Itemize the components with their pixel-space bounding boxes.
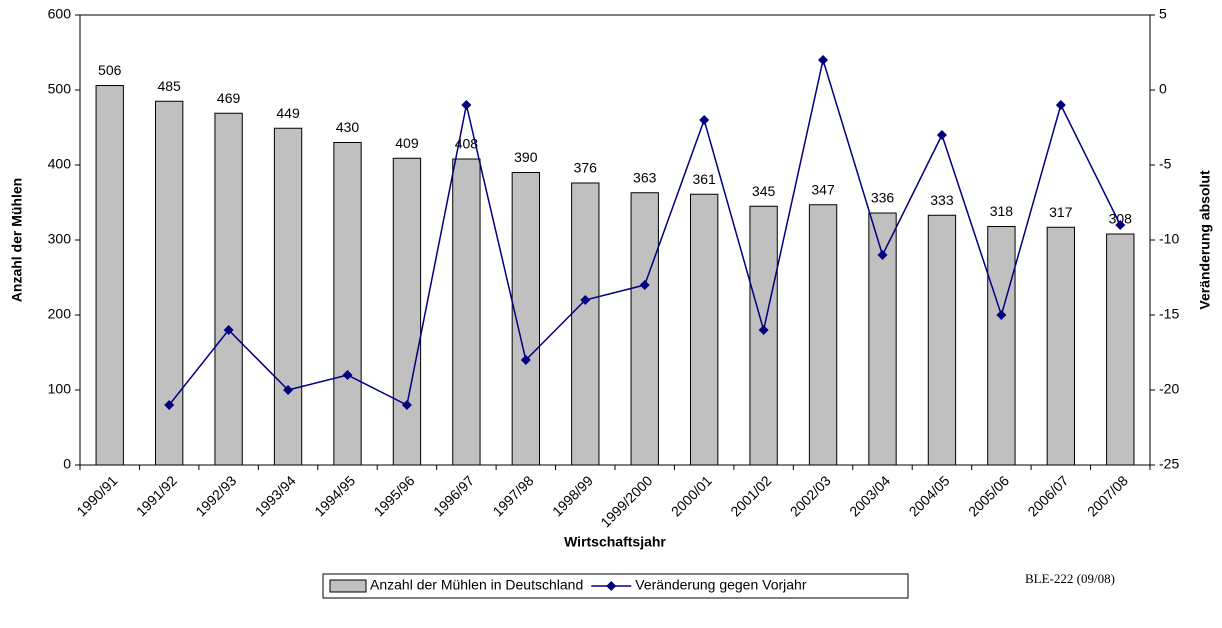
y-tick-label: 400 bbox=[48, 156, 72, 172]
x-tick-label: 1998/99 bbox=[549, 472, 596, 519]
y-tick-label: 0 bbox=[63, 456, 71, 472]
bar-value-label: 390 bbox=[514, 149, 538, 165]
bar bbox=[749, 205, 778, 466]
y-tick-label: 200 bbox=[48, 306, 72, 322]
bar-value-label: 363 bbox=[633, 169, 657, 185]
x-tick-label: 1992/93 bbox=[192, 472, 239, 519]
y-tick-label: 100 bbox=[48, 381, 72, 397]
bar bbox=[333, 142, 362, 466]
x-tick-label: 2002/03 bbox=[787, 472, 834, 519]
x-tick-label: 2000/01 bbox=[668, 472, 715, 519]
legend-swatch bbox=[329, 579, 367, 593]
x-tick-label: 1990/91 bbox=[73, 472, 120, 519]
x-tick-label: 2007/08 bbox=[1084, 472, 1131, 519]
line-marker bbox=[401, 400, 412, 410]
line-marker bbox=[283, 385, 294, 395]
bar-value-label: 485 bbox=[157, 78, 181, 94]
line-marker bbox=[164, 400, 175, 410]
y2-tick-label: -15 bbox=[1159, 306, 1179, 322]
x-tick-label: 1996/97 bbox=[430, 472, 477, 519]
line-marker bbox=[520, 355, 531, 365]
bar bbox=[154, 100, 184, 466]
bar bbox=[571, 182, 600, 466]
bar bbox=[987, 226, 1016, 466]
x-tick-label: 1999/2000 bbox=[597, 472, 655, 530]
x-tick-label: 2006/07 bbox=[1024, 472, 1071, 519]
x-tick-label: 1995/96 bbox=[371, 472, 418, 519]
line-marker bbox=[1055, 100, 1066, 110]
note: BLE-222 (09/08) bbox=[1025, 571, 1115, 586]
y-axis-title: Anzahl der Mühlen bbox=[9, 178, 25, 302]
bar bbox=[689, 193, 719, 466]
bar bbox=[630, 192, 659, 466]
bar bbox=[95, 85, 124, 466]
y2-axis-title: Veränderung absolut bbox=[1197, 170, 1213, 310]
y2-tick-label: 0 bbox=[1159, 81, 1167, 97]
line-marker bbox=[877, 250, 888, 260]
bar-value-label: 376 bbox=[574, 160, 598, 176]
bar-value-label: 336 bbox=[871, 190, 895, 206]
line-marker bbox=[818, 55, 829, 65]
bar bbox=[214, 112, 243, 466]
line-marker bbox=[223, 325, 234, 335]
legend-label: Veränderung gegen Vorjahr bbox=[635, 577, 807, 593]
line-marker bbox=[639, 280, 650, 290]
line-marker bbox=[461, 100, 472, 110]
line-marker bbox=[699, 115, 710, 125]
line-marker bbox=[1115, 220, 1126, 230]
x-tick-label: 2005/06 bbox=[965, 472, 1012, 519]
line-marker bbox=[580, 295, 591, 305]
bar-value-label: 506 bbox=[98, 62, 122, 78]
bar-value-label: 333 bbox=[930, 192, 954, 208]
x-tick-label: 2001/02 bbox=[727, 472, 774, 519]
legend-box bbox=[322, 573, 909, 599]
y2-tick-label: 5 bbox=[1159, 6, 1167, 22]
y2-tick-label: -20 bbox=[1159, 381, 1179, 397]
bar-value-label: 409 bbox=[395, 135, 419, 151]
legend-label: Anzahl der Mühlen in Deutschland bbox=[370, 577, 583, 593]
y-tick-label: 500 bbox=[48, 81, 72, 97]
bar-value-label: 408 bbox=[455, 136, 479, 152]
bar-value-label: 347 bbox=[811, 181, 835, 197]
bar-value-label: 318 bbox=[990, 203, 1014, 219]
y-tick-label: 600 bbox=[48, 6, 72, 22]
bar-value-label: 449 bbox=[276, 105, 300, 121]
y2-tick-label: -5 bbox=[1159, 156, 1172, 172]
x-tick-label: 1994/95 bbox=[311, 472, 358, 519]
x-axis-title: Wirtschaftsjahr bbox=[564, 534, 666, 550]
x-tick-label: 1991/92 bbox=[133, 472, 180, 519]
bar bbox=[273, 127, 303, 466]
y2-tick-label: -10 bbox=[1159, 231, 1179, 247]
legend-marker bbox=[606, 581, 617, 591]
bar bbox=[1106, 233, 1135, 466]
x-tick-label: 1997/98 bbox=[489, 472, 536, 519]
y2-tick-label: -25 bbox=[1159, 456, 1179, 472]
x-tick-label: 2004/05 bbox=[906, 472, 953, 519]
bar-value-label: 317 bbox=[1049, 204, 1073, 220]
line-marker bbox=[342, 370, 353, 380]
y-tick-label: 300 bbox=[48, 231, 72, 247]
bar-value-label: 361 bbox=[692, 171, 716, 187]
bar bbox=[927, 214, 957, 466]
x-tick-label: 2003/04 bbox=[846, 472, 893, 519]
line-marker bbox=[936, 130, 947, 140]
bar bbox=[1046, 226, 1076, 466]
bar bbox=[808, 204, 838, 466]
bar bbox=[392, 157, 422, 466]
x-tick-label: 1993/94 bbox=[252, 472, 299, 519]
line-marker bbox=[996, 310, 1007, 320]
line-marker bbox=[758, 325, 769, 335]
bar-value-label: 469 bbox=[217, 90, 241, 106]
bar-value-label: 430 bbox=[336, 119, 360, 135]
bar bbox=[452, 158, 481, 466]
bar-value-label: 345 bbox=[752, 183, 776, 199]
